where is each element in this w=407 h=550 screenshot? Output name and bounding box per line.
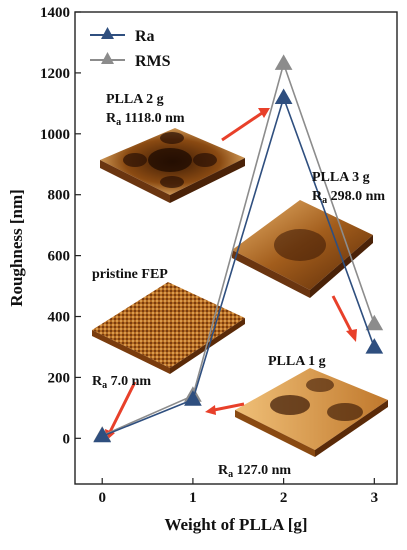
- data-point-ra-3: [365, 338, 384, 354]
- legend-marker-rms: [101, 52, 114, 64]
- afm-insets: [92, 128, 388, 457]
- data-point-ra-2: [274, 88, 293, 104]
- y-tick-label: 1000: [40, 127, 70, 143]
- data-point-rms-2: [274, 54, 293, 70]
- x-tick-label: 0: [98, 490, 106, 506]
- y-tick-label: 0: [63, 431, 71, 447]
- legend-label-rms: RMS: [135, 53, 171, 70]
- legend: Ra RMS: [90, 27, 171, 70]
- annotation-plla1-title: PLLA 1 g: [268, 354, 326, 369]
- x-tick-label: 2: [280, 490, 288, 506]
- legend-item-rms: RMS: [90, 52, 171, 70]
- y-tick-label: 600: [48, 249, 71, 265]
- annotation-plla3-ra: Ra 298.0 nm: [312, 189, 385, 206]
- afm-image-fep: [92, 282, 245, 374]
- afm-image-plla2: [100, 128, 245, 203]
- annotation-plla2-ra: Ra 1118.0 nm: [106, 111, 185, 128]
- annotation-plla2-title: PLLA 2 g: [106, 92, 164, 107]
- annotation-fep-title: pristine FEP: [92, 267, 168, 282]
- y-axis-title: Roughness [nm]: [7, 189, 26, 307]
- data-point-ra-1: [184, 390, 202, 406]
- y-tick-label: 200: [48, 370, 71, 386]
- series-line-rms: [101, 61, 376, 437]
- y-tick-label: 800: [48, 188, 71, 204]
- annotation-arrows: [105, 108, 357, 441]
- annotation-plla1-ra: Ra 127.0 nm: [218, 463, 291, 480]
- annotation-fep-ra: Ra 7.0 nm: [92, 374, 151, 391]
- series-group: [93, 54, 384, 443]
- legend-label-ra: Ra: [135, 28, 155, 45]
- annotation-plla3-title: PLLA 3 g: [312, 170, 370, 185]
- data-point-rms-3: [365, 314, 384, 331]
- series-line-ra: [101, 95, 376, 437]
- x-tick-label: 1: [189, 490, 197, 506]
- y-tick-label: 400: [48, 310, 71, 326]
- afm-image-plla1: [235, 368, 388, 457]
- legend-marker-ra: [101, 27, 114, 39]
- y-tick-label: 1400: [40, 5, 70, 21]
- axes: 0 200 400 600 800 1000 1200 1400 0 1 2 3: [40, 5, 398, 506]
- x-axis-title: Weight of PLLA [g]: [164, 515, 307, 534]
- x-tick-label: 3: [371, 490, 379, 506]
- afm-image-plla3: [232, 200, 373, 298]
- legend-item-ra: Ra: [90, 27, 155, 45]
- data-point-ra-0: [93, 426, 112, 443]
- annotation-labels: PLLA 2 g Ra 1118.0 nm PLLA 3 g Ra 298.0 …: [92, 92, 385, 480]
- y-tick-label: 1200: [40, 66, 70, 82]
